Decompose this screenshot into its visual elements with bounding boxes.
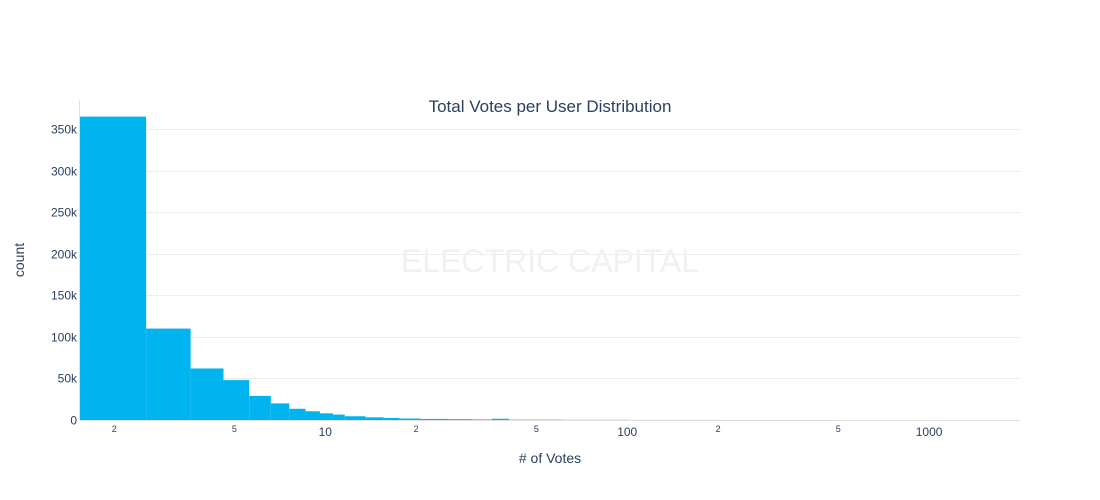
histogram-bar	[249, 395, 271, 420]
y-axis-ticks: 0 50k 100k 150k 200k 250k 300k 350k	[51, 123, 78, 428]
histogram-bar	[223, 380, 250, 420]
chart-title: Total Votes per User Distribution	[429, 97, 672, 116]
x-tick-label-minor: 5	[836, 424, 841, 434]
x-axis-ticks: 10 100 1000 2 5 2 5 2 5	[112, 424, 943, 439]
histogram-bar	[344, 416, 366, 420]
histogram-bar	[420, 418, 449, 420]
y-tick-label: 300k	[51, 165, 78, 179]
x-tick-label-minor: 2	[112, 424, 117, 434]
histogram-bar	[146, 328, 191, 420]
histogram-bar	[190, 368, 224, 420]
y-tick-label: 250k	[51, 206, 78, 220]
y-axis-label: count	[11, 243, 27, 277]
gridlines	[80, 129, 1020, 379]
histogram-bar	[289, 408, 306, 420]
x-tick-label-minor: 2	[414, 424, 419, 434]
x-tick-label-major: 1000	[916, 425, 943, 439]
x-tick-label-minor: 5	[232, 424, 237, 434]
x-axis-label: # of Votes	[519, 450, 581, 466]
histogram-bar	[270, 403, 290, 420]
x-tick-label-major: 10	[319, 425, 333, 439]
y-tick-label: 0	[70, 414, 77, 428]
y-tick-label: 150k	[51, 289, 78, 303]
histogram-bar	[491, 418, 510, 420]
histogram-bar	[471, 419, 492, 420]
histogram-bar	[365, 417, 384, 420]
histogram-bar	[332, 414, 345, 420]
y-tick-label: 100k	[51, 331, 78, 345]
histogram-bar	[399, 418, 421, 420]
histogram-bar	[305, 411, 320, 420]
watermark-text: ELECTRIC CAPITAL	[401, 243, 699, 279]
y-tick-label: 50k	[58, 372, 78, 386]
x-tick-label-major: 100	[617, 425, 637, 439]
histogram-bar	[448, 419, 472, 420]
x-tick-label-minor: 2	[716, 424, 721, 434]
histogram-bar	[319, 413, 333, 420]
y-tick-label: 350k	[51, 123, 78, 137]
x-tick-label-minor: 5	[534, 424, 539, 434]
y-tick-label: 200k	[51, 248, 78, 262]
histogram-bar	[80, 116, 147, 420]
histogram-bars	[80, 116, 983, 420]
histogram-bar	[383, 418, 400, 420]
